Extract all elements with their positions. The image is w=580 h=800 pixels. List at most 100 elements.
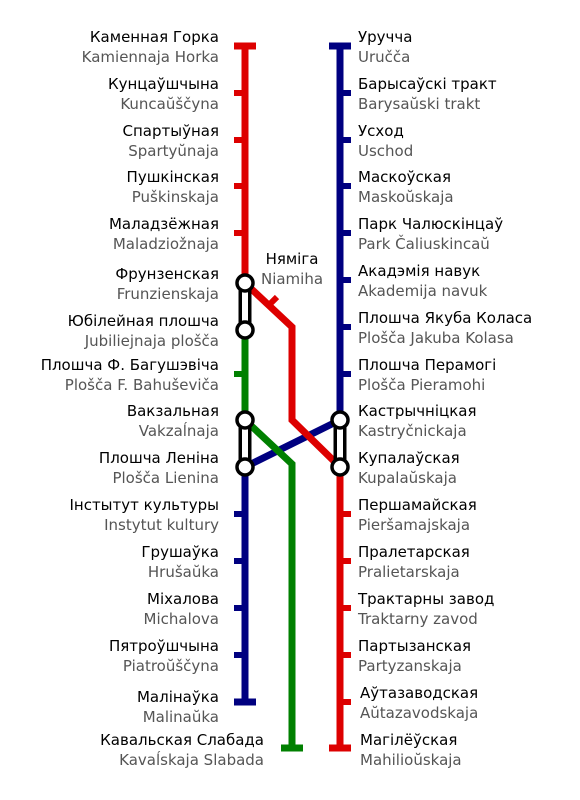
station-name-be: Пралетарская	[358, 543, 470, 561]
station-name-latin: Plošča Jakuba Kolasa	[358, 329, 514, 347]
station-name-latin: Niamiha	[260, 270, 324, 288]
station-label-spartyunaja: Спартыўная Spartyŭnaja	[123, 121, 219, 161]
station-label-vakzalnaja: Вакзальная Vakzaĺnaja	[127, 401, 219, 441]
station-label-uschod: Усход Uschod	[358, 121, 413, 161]
station-name-latin: Mahilioŭskaja	[360, 751, 462, 769]
station-name-latin: Akademija navuk	[358, 282, 488, 300]
station-name-be: Парк Чалюскінцаў	[358, 215, 504, 233]
station-name-be: Партызанская	[358, 637, 472, 655]
station-name-latin: Michalova	[143, 610, 219, 628]
station-name-latin: Pralietarskaja	[358, 563, 460, 581]
station-name-be: Акадэмія навук	[358, 262, 481, 280]
station-name-latin: Plošča Lienina	[112, 469, 219, 487]
station-name-latin: Maskoŭskaja	[358, 188, 454, 206]
station-name-latin: Kamiennaja Horka	[81, 48, 219, 66]
red-line	[234, 42, 351, 752]
station-name-be: Пятроўшчына	[108, 637, 219, 655]
station-label-kastrycnickaja: Кастрычніцкая Kastryčnickaja	[358, 401, 477, 441]
station-label-kuncauscyna: Кунцаўшчына Kuncaŭščyna	[108, 74, 219, 114]
green-line	[234, 330, 303, 752]
station-label-partyzanskaja: Партызанская Partyzanskaja	[358, 636, 471, 676]
station-name-latin: Spartyŭnaja	[128, 142, 219, 160]
station-label-jubiliejnaja: Юбілейная плошча Jubiliejnaja plošča	[68, 311, 219, 351]
station-name-be: Кастрычніцкая	[358, 402, 477, 420]
station-label-instytut: Інстытут культуры Instytut kultury	[69, 495, 219, 535]
station-name-be: Пушкінская	[126, 168, 219, 186]
station-label-piersamajskaja: Першамайская Pieršamajskaja	[358, 495, 477, 535]
station-label-pralietarskaja: Пралетарская Pralietarskaja	[358, 542, 470, 582]
interchange-circle	[330, 457, 350, 477]
station-name-latin: Hrušaŭka	[147, 563, 219, 581]
station-name-latin: Partyzanskaja	[358, 657, 462, 675]
station-name-be: Кавальская Слабада	[100, 731, 264, 749]
station-label-maskouskaja: Маскоўская Maskoŭskaja	[358, 167, 454, 207]
station-label-pieramohi: Плошча Перамогі Plošča Pieramohi	[358, 355, 496, 395]
interchange-vakzalnaja-lienina	[235, 410, 255, 477]
station-name-be: Міхалова	[147, 590, 219, 608]
station-name-be: Барысаўскі тракт	[358, 75, 497, 93]
station-name-be: Фрунзенская	[115, 265, 219, 283]
station-label-kamiennaja-horka: Каменная Горка Kamiennaja Horka	[82, 27, 219, 67]
station-name-be: Усход	[358, 122, 404, 140]
station-name-be: Аўтазаводская	[360, 684, 479, 702]
station-label-bahusevica: Плошча Ф. Багушэвіча Plošča F. Bahuševič…	[41, 355, 219, 395]
station-label-piatrouscyna: Пятроўшчына Piatroŭščyna	[109, 636, 219, 676]
interchange-circle	[235, 457, 255, 477]
station-name-be: Магілёўская	[360, 731, 458, 749]
station-label-lienina: Плошча Леніна Plošča Lienina	[99, 448, 219, 488]
station-label-mahiliouskaja: Магілёўская Mahilioŭskaja	[360, 730, 462, 770]
station-name-latin: Vakzaĺnaja	[138, 422, 219, 440]
station-name-be: Плошча Якуба Коласа	[358, 309, 533, 327]
station-name-be: Маскоўская	[358, 168, 452, 186]
station-name-latin: Frunzienskaja	[116, 285, 219, 303]
station-name-be: Уручча	[358, 28, 413, 46]
interchange-circle	[330, 410, 350, 430]
station-name-be: Трактарны завод	[358, 590, 495, 608]
station-label-akademija-navuk: Акадэмія навук Akademija navuk	[358, 261, 487, 301]
station-name-be: Інстытут культуры	[69, 496, 219, 514]
interchange-circle	[235, 320, 255, 340]
station-label-autazavodskaja: Аўтазаводская Aŭtazavodskaja	[360, 683, 478, 723]
interchange-circle	[235, 273, 255, 293]
station-name-latin: Traktarny zavod	[358, 610, 478, 628]
station-name-be: Купалаўская	[358, 449, 460, 467]
station-name-latin: Kastryčnickaja	[358, 422, 467, 440]
station-name-be: Каменная Горка	[89, 28, 219, 46]
station-name-latin: Puškinskaja	[131, 188, 219, 206]
station-name-be: Плошча Перамогі	[358, 356, 497, 374]
station-name-latin: Uschod	[358, 142, 414, 160]
station-name-latin: Kupalaŭskaja	[358, 469, 457, 487]
station-name-latin: Barysaŭski trakt	[358, 95, 481, 113]
station-label-puskinskaja: Пушкінская Puškinskaja	[127, 167, 219, 207]
interchange-circle	[235, 410, 255, 430]
station-label-hrusauka: Грушаўка Hrušaŭka	[141, 542, 219, 582]
station-label-niamiha: Няміга Niamiha	[256, 249, 328, 289]
station-name-be: Малінаўка	[136, 688, 219, 706]
station-name-latin: Pieršamajskaja	[358, 516, 471, 534]
station-name-be: Спартыўная	[122, 122, 219, 140]
station-name-be: Няміга	[265, 250, 319, 268]
station-label-park-caliuskincau: Парк Чалюскінцаў Park Čaliuskincaŭ	[358, 214, 503, 254]
station-name-latin: Kavaĺskaja Slabada	[119, 751, 264, 769]
station-name-be: Юбілейная плошча	[67, 312, 219, 330]
station-name-latin: Uručča	[358, 48, 411, 66]
station-name-latin: Aŭtazavodskaja	[360, 704, 479, 722]
station-name-be: Плошча Леніна	[98, 449, 219, 467]
station-name-be: Вакзальная	[126, 402, 219, 420]
station-name-be: Плошча Ф. Багушэвіча	[40, 356, 219, 374]
station-label-kupalauskaja: Купалаўская Kupalaŭskaja	[358, 448, 460, 488]
station-label-jakuba-kolasa: Плошча Якуба Коласа Plošča Jakuba Kolasa	[358, 308, 532, 348]
station-label-traktarny-zavod: Трактарны завод Traktarny zavod	[358, 589, 494, 629]
green-line-track	[241, 330, 296, 748]
interchange-frunzienskaja-jubiliejnaja	[235, 273, 255, 340]
station-name-latin: Jubiliejnaja plošča	[84, 332, 219, 350]
station-name-latin: Maladziožnaja	[112, 235, 219, 253]
niamiha-station-tick	[266, 294, 280, 308]
station-label-frunzienskaja: Фрунзенская Frunzienskaja	[115, 264, 219, 304]
station-name-be: Кунцаўшчына	[107, 75, 219, 93]
station-name-be: Маладзёжная	[108, 215, 219, 233]
station-label-maladziaznaja: Маладзёжная Maladziožnaja	[109, 214, 219, 254]
station-name-be: Грушаўка	[141, 543, 219, 561]
station-label-malinauka: Малінаўка Malinaŭka	[137, 687, 219, 727]
